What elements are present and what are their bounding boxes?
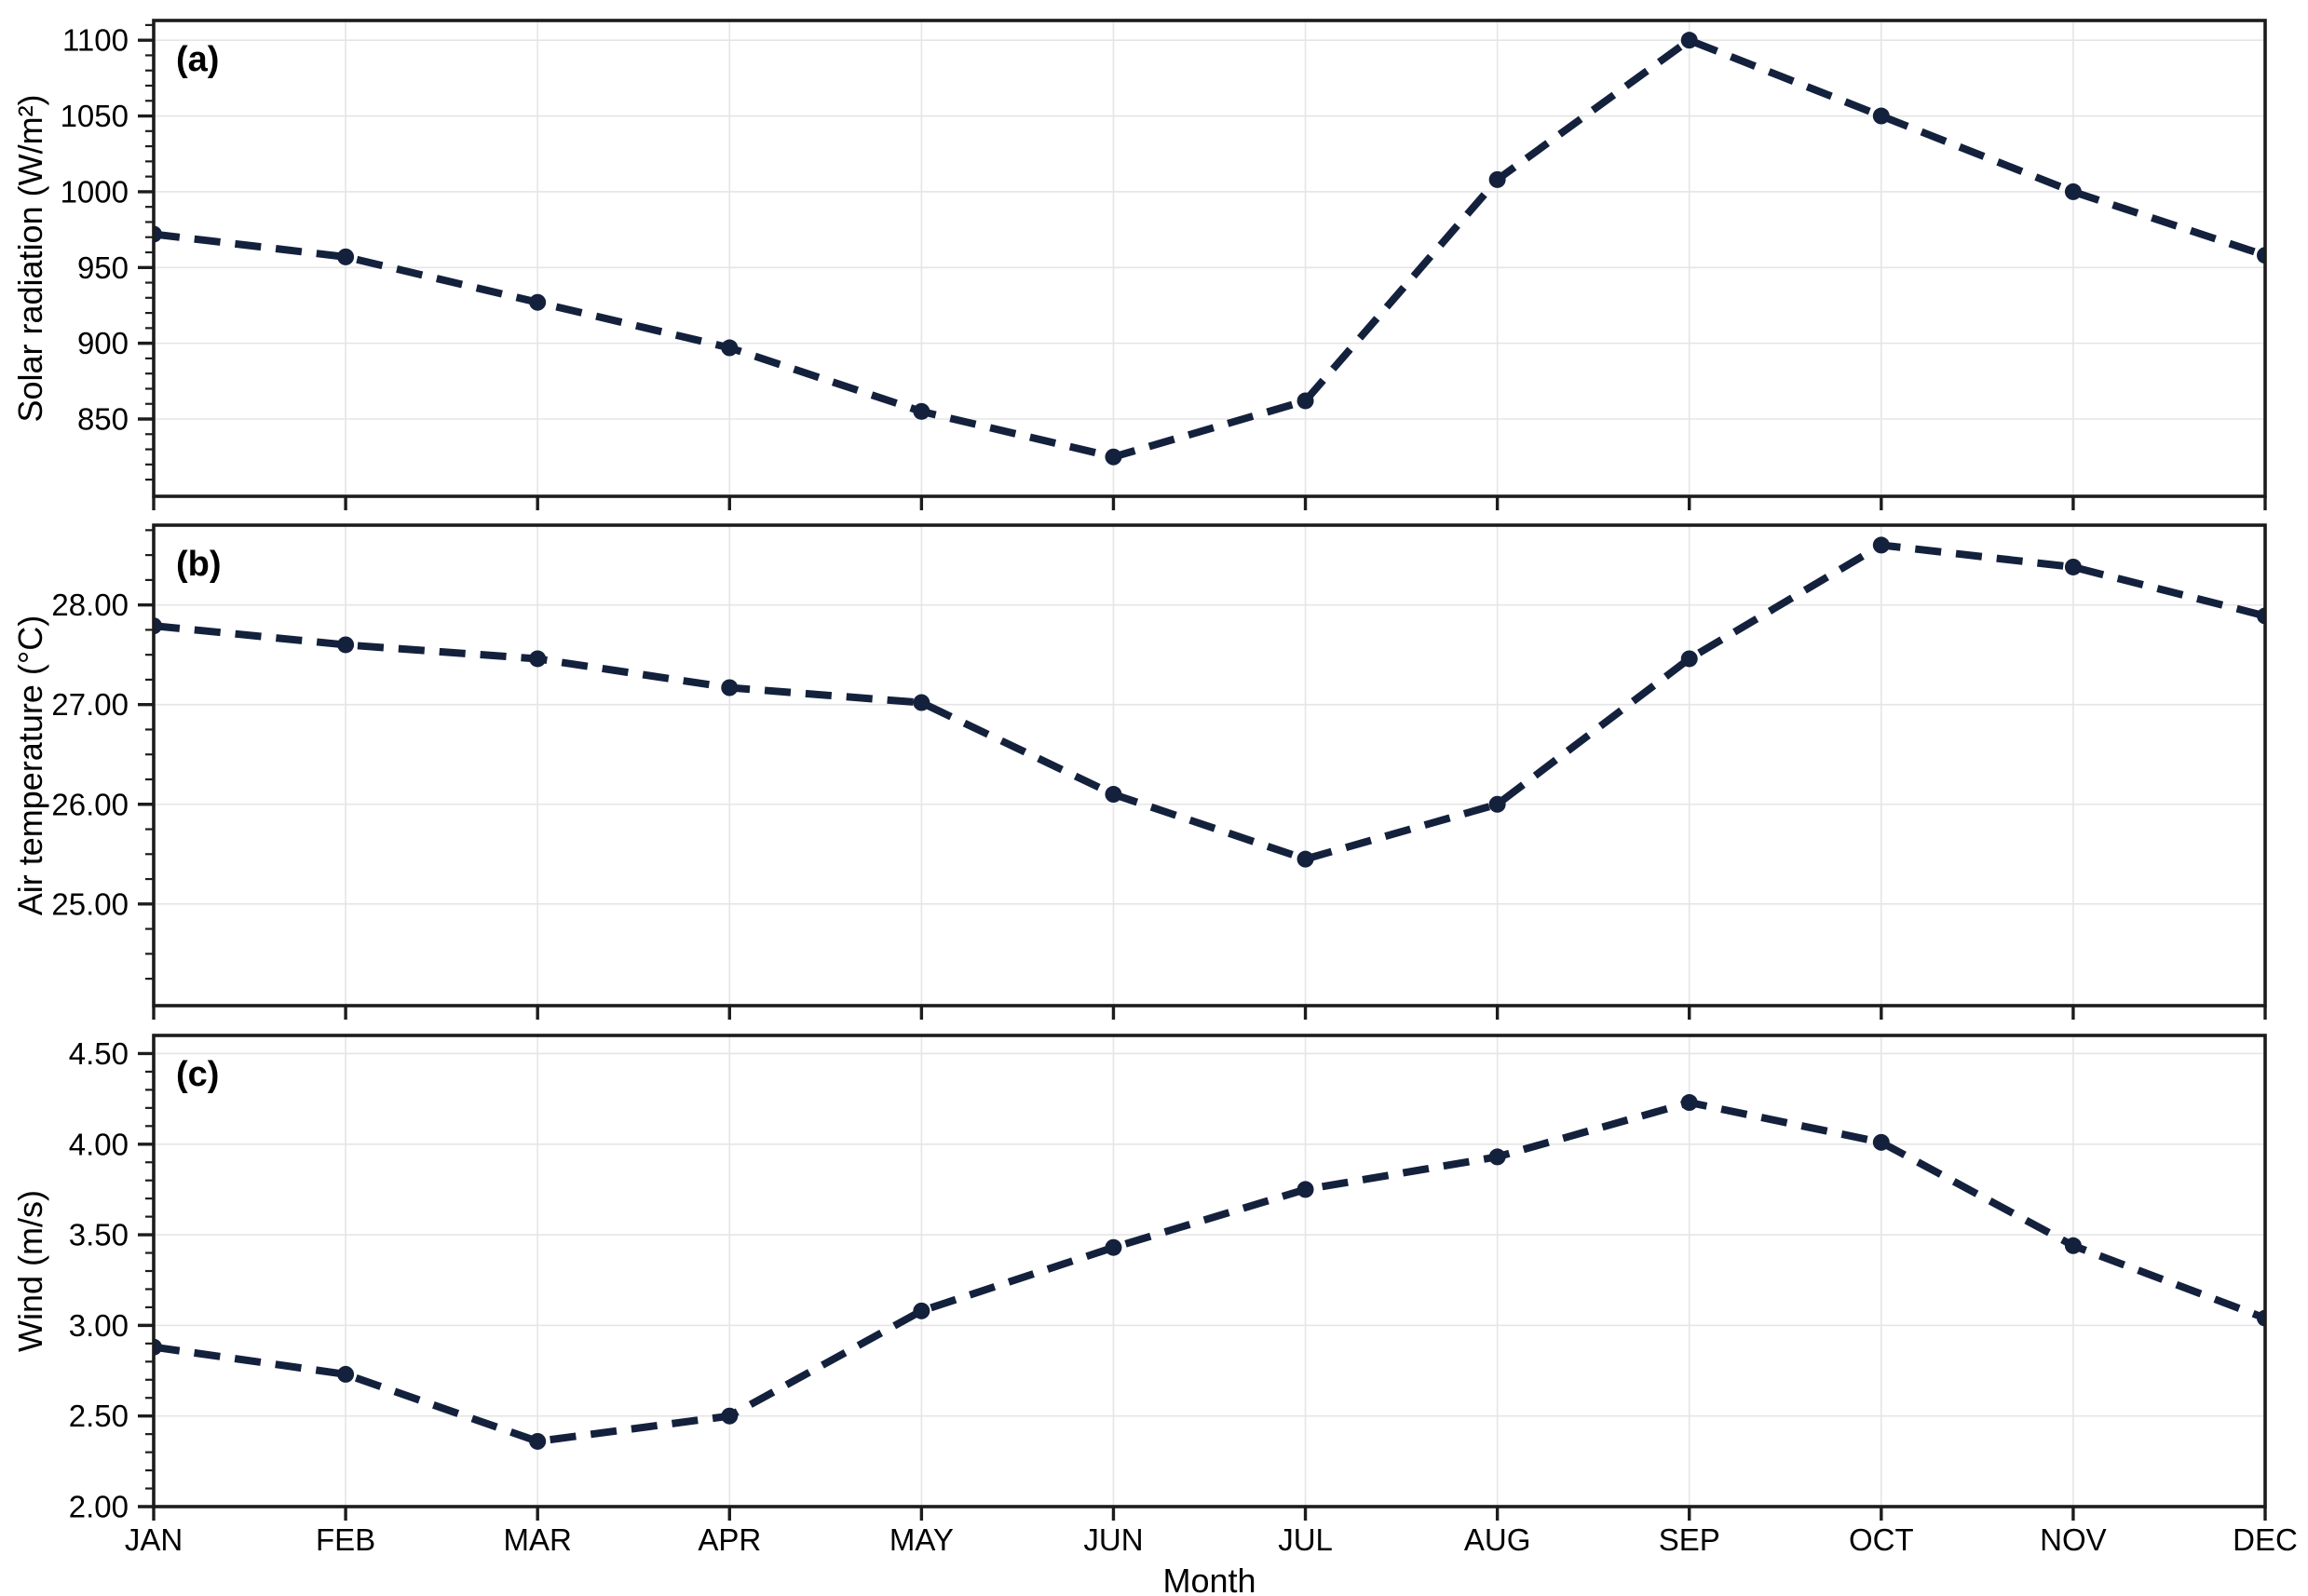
y-tick-label: 26.00 — [51, 787, 129, 821]
data-point-marker — [2064, 183, 2082, 200]
data-point-marker — [913, 694, 930, 711]
x-tick-label: NOV — [2040, 1522, 2107, 1557]
panel-border — [152, 19, 2267, 498]
y-axis-label: Wind (m/s) — [11, 1190, 49, 1352]
series-line — [153, 35, 2266, 461]
data-point-marker — [1488, 170, 1506, 188]
panel-label: (a) — [176, 40, 219, 79]
data-point-marker — [529, 1432, 547, 1450]
data-point-marker — [1680, 650, 1698, 668]
y-tick-label: 1050 — [61, 99, 129, 133]
y-tick-label: 28.00 — [51, 588, 129, 622]
data-point-marker — [1488, 1148, 1506, 1166]
data-point-marker — [1297, 1181, 1314, 1198]
data-point-marker — [337, 248, 355, 265]
y-tick-label: 2.50 — [69, 1399, 129, 1433]
series-line — [153, 541, 2266, 863]
data-point-marker — [721, 679, 739, 697]
panel-border — [152, 1034, 2267, 1508]
y-tick-label: 950 — [77, 250, 129, 285]
y-tick-label: 850 — [77, 402, 129, 437]
data-point-marker — [1872, 107, 1890, 125]
x-axis-label: Month — [1162, 1562, 1256, 1596]
y-tick-label: 27.00 — [51, 687, 129, 722]
data-point-marker — [721, 339, 739, 357]
panel-c: 2.00 2.50 3.00 3.50 4.00 4.50 JAN FEB MAR APR MAY J… — [11, 1034, 2298, 1596]
data-point-marker — [1105, 448, 1122, 466]
data-point-marker — [529, 293, 547, 311]
data-point-marker — [1488, 795, 1506, 813]
data-point-marker — [1872, 536, 1890, 554]
data-point-marker — [1872, 1133, 1890, 1151]
x-tick-label: OCT — [1849, 1522, 1914, 1557]
y-tick-label: 4.50 — [69, 1036, 129, 1071]
data-point-marker — [2064, 558, 2082, 575]
y-tick-label: 1100 — [62, 23, 129, 58]
x-tick-label: JAN — [125, 1522, 183, 1557]
x-tick-label: JUN — [1083, 1522, 1143, 1557]
y-tick-label: 1000 — [61, 174, 129, 209]
panel-border — [152, 523, 2267, 1008]
y-axis-label: Solar radiation (W/m²) — [11, 94, 49, 422]
data-point-marker — [721, 1407, 739, 1425]
x-tick-label: MAY — [889, 1522, 954, 1557]
data-point-marker — [1680, 32, 1698, 49]
data-point-marker — [913, 402, 930, 420]
data-point-marker — [1297, 392, 1314, 410]
y-tick-label: 2.00 — [69, 1490, 129, 1524]
data-point-marker — [337, 1365, 355, 1383]
y-tick-label: 25.00 — [51, 886, 129, 921]
x-tick-label: SEP — [1659, 1522, 1720, 1557]
data-point-marker — [1297, 850, 1314, 868]
series-line — [153, 1098, 2266, 1445]
data-point-marker — [1105, 786, 1122, 804]
data-point-marker — [337, 636, 355, 654]
data-point-marker — [913, 1302, 930, 1319]
data-point-marker — [1680, 1094, 1698, 1112]
data-point-marker — [529, 650, 547, 668]
panel-b: 25.00 26.00 27.00 28.00 (b) Air temperature (… — [11, 523, 2267, 1020]
x-tick-label: FEB — [316, 1522, 375, 1557]
data-point-marker — [2064, 1237, 2082, 1254]
y-tick-label: 900 — [77, 326, 129, 360]
panel-label: (c) — [176, 1055, 219, 1094]
panel-a: 850 900 950 1000 1050 1100 (a) Solar radiation … — [11, 19, 2267, 510]
x-tick-label: APR — [698, 1522, 761, 1557]
y-tick-label: 3.00 — [69, 1308, 129, 1343]
x-tick-label: MAR — [504, 1522, 572, 1557]
x-tick-label: DEC — [2233, 1522, 2298, 1557]
y-tick-label: 3.50 — [69, 1218, 129, 1252]
x-tick-label: AUG — [1464, 1522, 1531, 1557]
y-tick-label: 4.00 — [69, 1127, 129, 1161]
panel-label: (b) — [176, 545, 222, 584]
y-axis-label: Air temperature (°C) — [11, 615, 49, 915]
data-point-marker — [1105, 1238, 1122, 1256]
x-tick-label: JUL — [1278, 1522, 1333, 1557]
